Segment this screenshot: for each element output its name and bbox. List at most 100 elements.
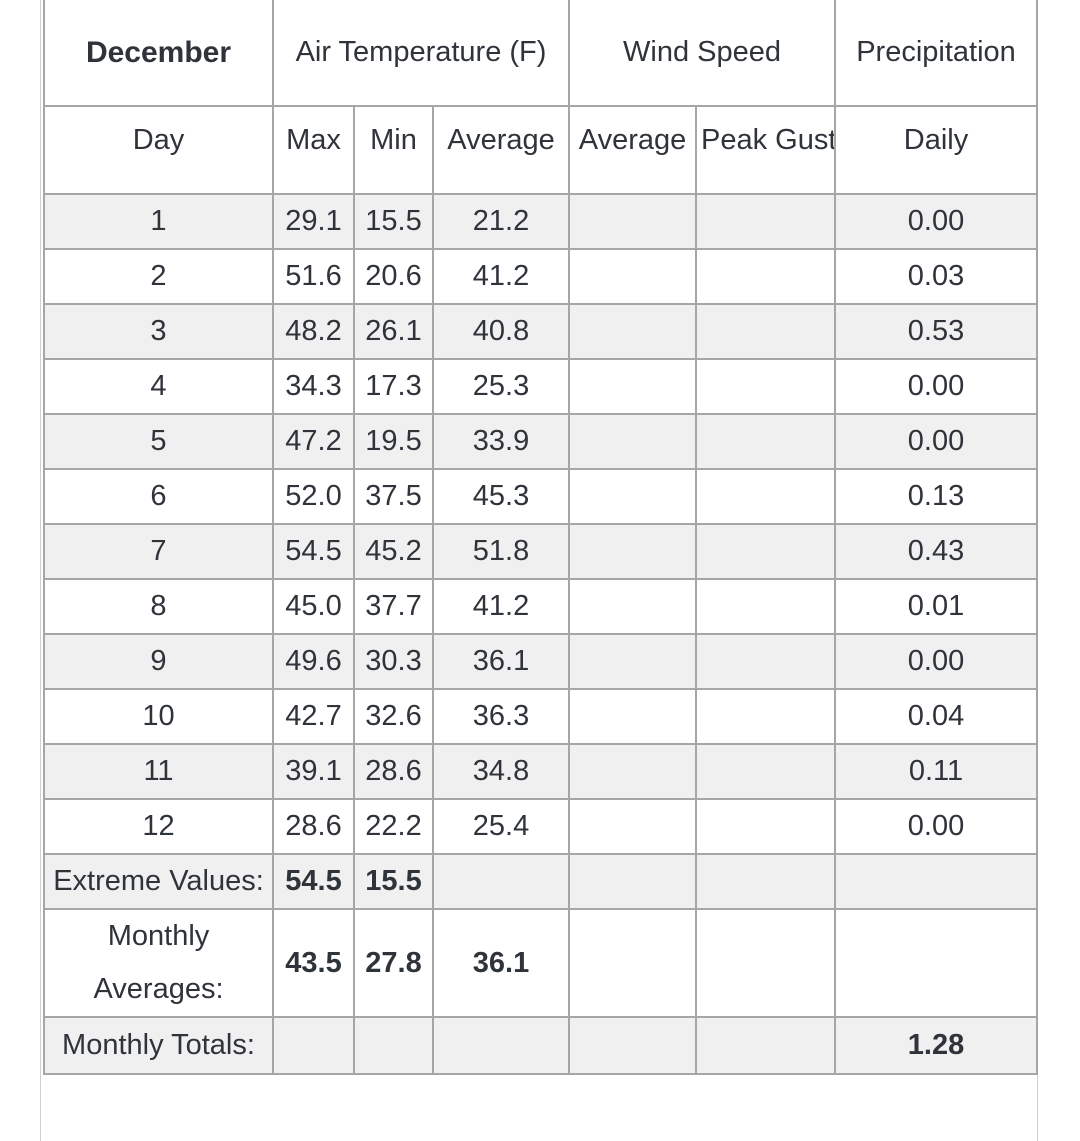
peak-gust-cell	[695, 248, 837, 305]
december-weather-table: December Air Temperature (F) Wind Speed …	[43, 0, 1039, 1075]
max-temp-cell: 28.6	[272, 798, 355, 855]
peak-gust-cell	[695, 303, 837, 360]
day-cell: 10	[43, 688, 274, 745]
day-column-header: Day	[43, 105, 274, 195]
table-row: 6 52.0 37.5 45.3 0.13	[43, 468, 1039, 525]
peak-gust-cell	[695, 633, 837, 690]
monthly-total-avg-cell	[431, 1016, 571, 1075]
monthly-averages-row: Monthly Averages: 43.5 27.8 36.1	[43, 908, 1039, 1018]
day-cell: 12	[43, 798, 274, 855]
precip-cell: 0.00	[834, 358, 1039, 415]
precip-cell: 0.00	[834, 633, 1039, 690]
min-temp-cell: 17.3	[353, 358, 434, 415]
extreme-avg-cell	[431, 853, 571, 910]
precip-cell: 0.04	[834, 688, 1039, 745]
peak-gust-cell	[695, 688, 837, 745]
extreme-values-row: Extreme Values: 54.5 15.5	[43, 853, 1039, 910]
wind-avg-cell	[568, 468, 698, 525]
extreme-precip-cell	[834, 853, 1039, 910]
table-row: 7 54.5 45.2 51.8 0.43	[43, 523, 1039, 580]
peak-gust-cell	[695, 743, 837, 800]
min-temp-cell: 45.2	[353, 523, 434, 580]
min-temp-cell: 37.5	[353, 468, 434, 525]
avg-temp-cell: 40.8	[431, 303, 571, 360]
day-cell: 8	[43, 578, 274, 635]
wind-avg-cell	[568, 743, 698, 800]
peak-gust-cell	[695, 798, 837, 855]
max-temp-cell: 47.2	[272, 413, 355, 470]
monthly-avg-wind-avg-cell	[568, 908, 698, 1018]
avg-temp-cell: 36.3	[431, 688, 571, 745]
max-temp-cell: 54.5	[272, 523, 355, 580]
avg-temp-cell: 21.2	[431, 193, 571, 250]
avg-temp-cell: 41.2	[431, 248, 571, 305]
min-temp-cell: 20.6	[353, 248, 434, 305]
min-temp-cell: 26.1	[353, 303, 434, 360]
table-row: 2 51.6 20.6 41.2 0.03	[43, 248, 1039, 305]
wind-avg-cell	[568, 578, 698, 635]
monthly-totals-label: Monthly Totals:	[43, 1016, 274, 1075]
page-container: December Air Temperature (F) Wind Speed …	[40, 0, 1039, 1141]
min-temp-cell: 32.6	[353, 688, 434, 745]
column-header-row: Day Max Min Average Average Peak Gust Da…	[43, 105, 1039, 195]
wind-avg-cell	[568, 413, 698, 470]
daily-precip-column-header: Daily	[834, 105, 1039, 195]
avg-temp-cell: 33.9	[431, 413, 571, 470]
min-temp-cell: 15.5	[353, 193, 434, 250]
precip-cell: 0.13	[834, 468, 1039, 525]
day-cell: 5	[43, 413, 274, 470]
day-cell: 6	[43, 468, 274, 525]
peak-gust-cell	[695, 193, 837, 250]
monthly-total-precip-cell: 1.28	[834, 1016, 1039, 1075]
day-cell: 2	[43, 248, 274, 305]
wind-avg-column-header: Average	[568, 105, 698, 195]
precip-cell: 0.03	[834, 248, 1039, 305]
peak-gust-cell	[695, 523, 837, 580]
table-row: 3 48.2 26.1 40.8 0.53	[43, 303, 1039, 360]
wind-avg-cell	[568, 303, 698, 360]
table-row: 8 45.0 37.7 41.2 0.01	[43, 578, 1039, 635]
min-temp-column-header: Min	[353, 105, 434, 195]
peak-gust-cell	[695, 413, 837, 470]
precip-cell: 0.11	[834, 743, 1039, 800]
peak-gust-column-header: Peak Gust	[695, 105, 837, 195]
max-temp-cell: 42.7	[272, 688, 355, 745]
monthly-total-min-cell	[353, 1016, 434, 1075]
peak-gust-cell	[695, 468, 837, 525]
precip-cell: 0.53	[834, 303, 1039, 360]
day-cell: 9	[43, 633, 274, 690]
avg-temp-cell: 45.3	[431, 468, 571, 525]
day-cell: 4	[43, 358, 274, 415]
extreme-peak-gust-cell	[695, 853, 837, 910]
max-temp-cell: 48.2	[272, 303, 355, 360]
monthly-avg-peak-gust-cell	[695, 908, 837, 1018]
max-temp-cell: 49.6	[272, 633, 355, 690]
avg-temp-cell: 51.8	[431, 523, 571, 580]
min-temp-cell: 30.3	[353, 633, 434, 690]
precip-cell: 0.00	[834, 413, 1039, 470]
table-row: 5 47.2 19.5 33.9 0.00	[43, 413, 1039, 470]
monthly-avg-max-cell: 43.5	[272, 908, 355, 1018]
wind-avg-cell	[568, 358, 698, 415]
table-row: 9 49.6 30.3 36.1 0.00	[43, 633, 1039, 690]
monthly-total-wind-avg-cell	[568, 1016, 698, 1075]
wind-avg-cell	[568, 633, 698, 690]
min-temp-cell: 22.2	[353, 798, 434, 855]
extreme-max-cell: 54.5	[272, 853, 355, 910]
wind-avg-cell	[568, 798, 698, 855]
day-cell: 11	[43, 743, 274, 800]
avg-temp-cell: 34.8	[431, 743, 571, 800]
avg-temp-cell: 25.4	[431, 798, 571, 855]
avg-temp-cell: 41.2	[431, 578, 571, 635]
monthly-avg-min-cell: 27.8	[353, 908, 434, 1018]
max-temp-cell: 39.1	[272, 743, 355, 800]
extreme-wind-avg-cell	[568, 853, 698, 910]
min-temp-cell: 37.7	[353, 578, 434, 635]
precip-cell: 0.00	[834, 193, 1039, 250]
max-temp-cell: 34.3	[272, 358, 355, 415]
extreme-min-cell: 15.5	[353, 853, 434, 910]
min-temp-cell: 28.6	[353, 743, 434, 800]
monthly-avg-avg-cell: 36.1	[431, 908, 571, 1018]
table-row: 1 29.1 15.5 21.2 0.00	[43, 193, 1039, 250]
table-row: 4 34.3 17.3 25.3 0.00	[43, 358, 1039, 415]
